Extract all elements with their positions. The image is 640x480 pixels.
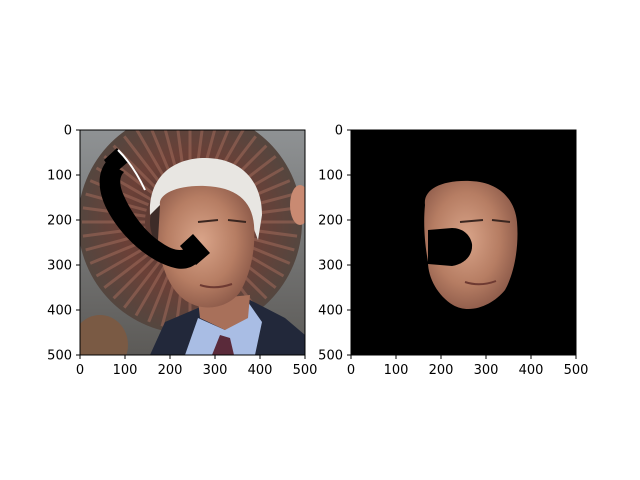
y-tick-label: 100	[47, 169, 72, 184]
x-tick-label: 200	[429, 363, 454, 378]
y-tick-label: 300	[318, 259, 343, 274]
telephone-occluder	[99, 148, 210, 269]
axes-left-ticks: 0 100 200 300 400 500 0 100 200 300 400 500	[47, 124, 317, 379]
x-tick-label: 100	[113, 363, 138, 378]
x-tick-label: 0	[347, 363, 355, 378]
x-tick-label: 400	[519, 363, 544, 378]
axes-left-frame	[79, 129, 306, 356]
face	[158, 185, 255, 308]
axes-left-original-image: 0 100 200 300 400 500 0 100 200 300 400 500	[47, 124, 317, 379]
x-tick-label: 300	[203, 363, 228, 378]
axes-right-segmented-image: 0 100 200 300 400 500 0 100 200 300 400 500	[318, 124, 588, 379]
y-tick-label: 0	[335, 124, 343, 139]
axes-right-ticks: 0 100 200 300 400 500 0 100 200 300 400 500	[318, 124, 588, 379]
segmented-photo	[351, 130, 576, 355]
y-tick-label: 200	[47, 214, 72, 229]
y-tick-label: 200	[318, 214, 343, 229]
x-tick-label: 100	[384, 363, 409, 378]
y-tick-label: 0	[64, 124, 72, 139]
x-tick-label: 500	[564, 363, 589, 378]
occluder-cutout	[428, 228, 473, 266]
x-tick-label: 200	[158, 363, 183, 378]
y-tick-label: 400	[318, 304, 343, 319]
x-tick-label: 500	[293, 363, 318, 378]
original-photo	[80, 130, 305, 355]
wheel-spoke	[103, 248, 156, 289]
y-tick-label: 100	[318, 169, 343, 184]
y-tick-label: 400	[47, 304, 72, 319]
wheel-spoke	[134, 260, 169, 317]
bystander	[80, 315, 128, 355]
x-tick-label: 400	[248, 363, 273, 378]
hand	[290, 185, 305, 225]
tie	[212, 335, 234, 355]
x-tick-label: 0	[76, 363, 84, 378]
y-tick-label: 500	[47, 349, 72, 364]
x-tick-label: 300	[474, 363, 499, 378]
axes-right-frame	[350, 129, 577, 356]
y-tick-label: 300	[47, 259, 72, 274]
wheel-spoke	[123, 135, 164, 188]
y-tick-label: 500	[318, 349, 343, 364]
wheel-spoke	[135, 130, 169, 184]
wheel-spoke	[123, 256, 164, 309]
wheel-spoke	[112, 252, 160, 300]
